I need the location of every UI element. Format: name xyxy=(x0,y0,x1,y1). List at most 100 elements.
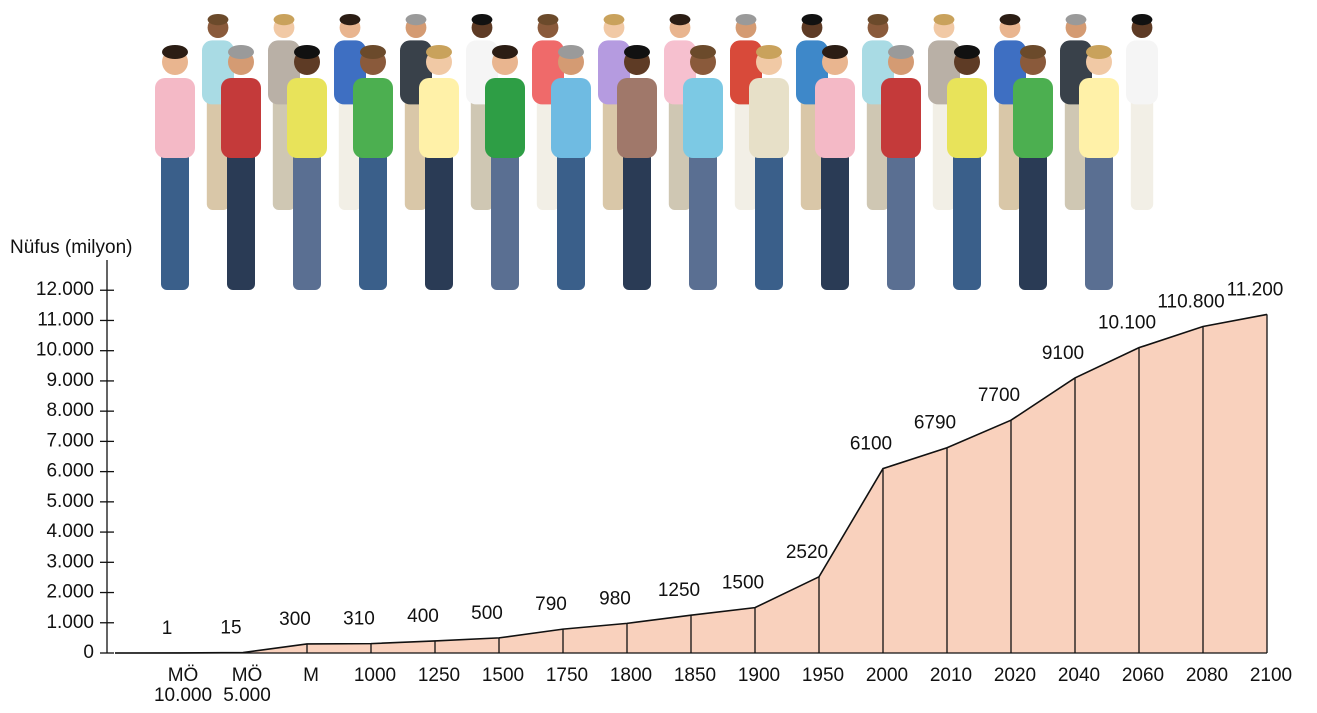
person-torso xyxy=(815,78,855,158)
value-label: 9100 xyxy=(1042,343,1084,364)
y-axis-title: Nüfus (milyon) xyxy=(10,237,132,258)
value-label: 790 xyxy=(535,594,567,615)
x-tick-label: 1750 xyxy=(537,666,597,686)
person-torso xyxy=(617,78,657,158)
page: Nüfus (milyon) 01.0002.0003.0004.0005.00… xyxy=(0,0,1317,713)
y-tick-label: 4.000 xyxy=(46,521,94,542)
x-tick-label: 1900 xyxy=(729,666,789,686)
person-legs xyxy=(161,140,189,290)
value-label: 1500 xyxy=(722,573,764,594)
person-legs xyxy=(953,140,981,290)
value-label: 500 xyxy=(471,603,503,624)
person-legs xyxy=(755,140,783,290)
x-tick-label: 1950 xyxy=(793,666,853,686)
person-hair xyxy=(1020,45,1046,59)
x-tick-label: 2060 xyxy=(1113,666,1173,686)
person-hair xyxy=(954,45,980,59)
value-label: 15 xyxy=(220,618,241,639)
person-hair xyxy=(1066,14,1087,25)
person-torso xyxy=(221,78,261,158)
person-hair xyxy=(538,14,559,25)
person-legs xyxy=(623,140,651,290)
x-tick-label: 1800 xyxy=(601,666,661,686)
y-tick-label: 9.000 xyxy=(46,370,94,391)
person-torso xyxy=(485,78,525,158)
person-hair xyxy=(492,45,518,59)
person-torso xyxy=(1126,40,1158,104)
person-legs xyxy=(359,140,387,290)
y-tick-label: 0 xyxy=(83,642,94,663)
person-legs xyxy=(821,140,849,290)
y-tick-label: 3.000 xyxy=(46,551,94,572)
y-tick-label: 10.000 xyxy=(36,340,94,361)
person xyxy=(881,45,921,290)
person-hair xyxy=(208,14,229,25)
x-tick-label: 1500 xyxy=(473,666,533,686)
person-torso xyxy=(419,78,459,158)
person-legs xyxy=(1085,140,1113,290)
person-torso xyxy=(1079,78,1119,158)
person-hair xyxy=(888,45,914,59)
person-legs xyxy=(1019,140,1047,290)
person-hair xyxy=(802,14,823,25)
person-torso xyxy=(1013,78,1053,158)
x-tick-label: MÖ 5.000 xyxy=(217,666,277,706)
x-tick-label: 2000 xyxy=(857,666,917,686)
person-hair xyxy=(604,14,625,25)
person-torso xyxy=(551,78,591,158)
person-hair xyxy=(360,45,386,59)
person-hair xyxy=(294,45,320,59)
person-hair xyxy=(822,45,848,59)
value-label: 310 xyxy=(343,609,375,630)
x-tick-label: 1000 xyxy=(345,666,405,686)
y-tick-label: 1.000 xyxy=(46,612,94,633)
person xyxy=(947,45,987,290)
x-tick-label: 2040 xyxy=(1049,666,1109,686)
person-legs xyxy=(689,140,717,290)
value-label: 300 xyxy=(279,609,311,630)
person-hair xyxy=(690,45,716,59)
person-hair xyxy=(162,45,188,59)
person xyxy=(551,45,591,290)
value-label: 110.800 xyxy=(1157,292,1224,313)
person-hair xyxy=(868,14,889,25)
person xyxy=(749,45,789,290)
person-hair xyxy=(228,45,254,59)
value-label: 6790 xyxy=(914,413,956,434)
x-tick-label: 1850 xyxy=(665,666,725,686)
person-hair xyxy=(1086,45,1112,59)
person-torso xyxy=(353,78,393,158)
person-legs xyxy=(1131,90,1153,210)
person-hair xyxy=(472,14,493,25)
x-tick-label: 2080 xyxy=(1177,666,1237,686)
value-label: 980 xyxy=(599,588,631,609)
person-hair xyxy=(274,14,295,25)
person xyxy=(1013,45,1053,290)
y-tick-label: 11.000 xyxy=(37,309,94,330)
person-torso xyxy=(749,78,789,158)
people-photo xyxy=(155,14,1158,290)
x-tick-label: 1250 xyxy=(409,666,469,686)
x-tick-label: 2020 xyxy=(985,666,1045,686)
person xyxy=(419,45,459,290)
person xyxy=(287,45,327,290)
person xyxy=(683,45,723,290)
person-legs xyxy=(293,140,321,290)
person-hair xyxy=(1132,14,1153,25)
person-hair xyxy=(340,14,361,25)
y-tick-label: 12.000 xyxy=(36,279,94,300)
x-tick-label: M xyxy=(281,666,341,686)
y-tick-label: 8.000 xyxy=(46,400,94,421)
chart: Nüfus (milyon) 01.0002.0003.0004.0005.00… xyxy=(0,0,1317,713)
person-torso xyxy=(947,78,987,158)
person xyxy=(1079,45,1119,290)
value-label: 400 xyxy=(407,606,439,627)
person xyxy=(353,45,393,290)
person-legs xyxy=(491,140,519,290)
value-label: 6100 xyxy=(850,434,892,455)
person xyxy=(617,45,657,290)
person xyxy=(221,45,261,290)
area xyxy=(115,314,1267,653)
person-legs xyxy=(425,140,453,290)
person-hair xyxy=(736,14,757,25)
